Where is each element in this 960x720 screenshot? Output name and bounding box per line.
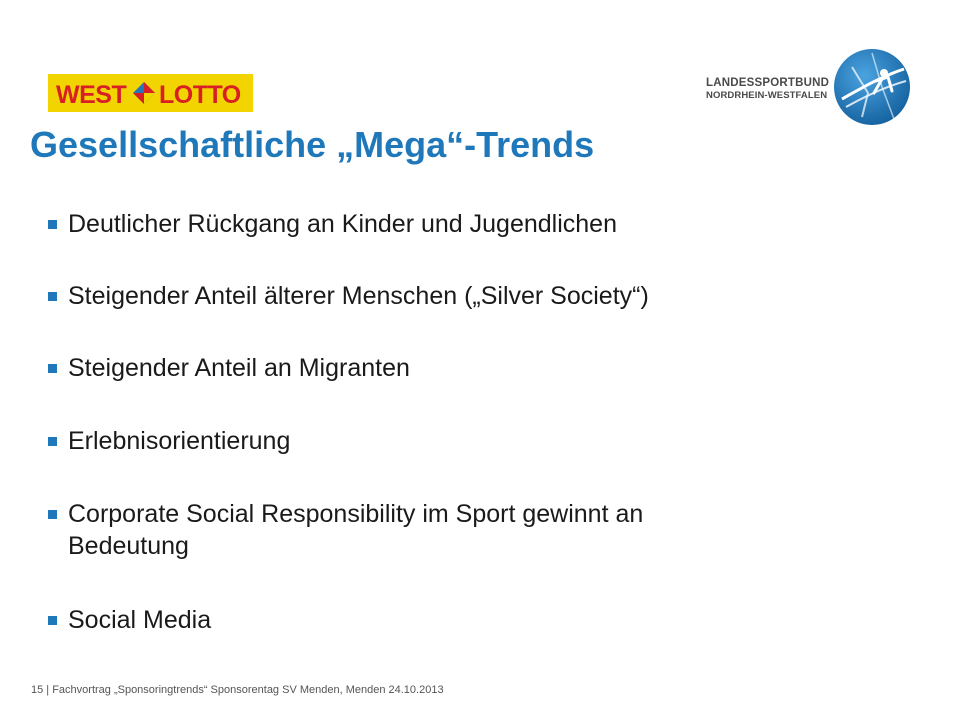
bullet-square-icon bbox=[48, 616, 57, 625]
bullet-text-continuation: Bedeutung bbox=[68, 532, 189, 560]
slide-footer: 15 | Fachvortrag „Sponsoringtrends“ Spon… bbox=[31, 684, 444, 696]
svg-text:WEST: WEST bbox=[56, 81, 126, 109]
bullet-square-icon bbox=[48, 220, 57, 229]
bullet-list: Deutlicher Rückgang an Kinder und Jugend… bbox=[46, 208, 896, 636]
lsb-logo-text: LANDESSPORTBUND NORDRHEIN-WESTFALEN bbox=[706, 77, 830, 101]
svg-text:LOTTO: LOTTO bbox=[159, 81, 241, 109]
westlotto-logo: WEST LOTTO bbox=[48, 74, 253, 112]
bullet-square-icon bbox=[48, 292, 57, 301]
bullet-item: Deutlicher Rückgang an Kinder und Jugend… bbox=[46, 208, 896, 240]
slide-title: Gesellschaftliche „Mega“-Trends bbox=[30, 124, 595, 165]
bullet-square-icon bbox=[48, 364, 57, 373]
bullet-text: Erlebnisorientierung bbox=[68, 427, 291, 455]
bullet-item: Corporate Social Responsibility im Sport… bbox=[46, 498, 896, 562]
bullet-item: Steigender Anteil an Migranten bbox=[46, 352, 896, 384]
bullet-square-icon bbox=[48, 510, 57, 519]
bullet-text: Corporate Social Responsibility im Sport… bbox=[68, 500, 644, 528]
lsb-name-line2: NORDRHEIN-WESTFALEN bbox=[706, 90, 828, 101]
lsb-name-line1: LANDESSPORTBUND bbox=[706, 77, 830, 89]
bullet-text: Steigender Anteil an Migranten bbox=[68, 354, 410, 382]
bullet-item: Erlebnisorientierung bbox=[46, 425, 896, 457]
bullet-text: Social Media bbox=[68, 606, 212, 634]
bullet-text: Deutlicher Rückgang an Kinder und Jugend… bbox=[68, 210, 617, 238]
bullet-item: Steigender Anteil älterer Menschen („Sil… bbox=[46, 280, 896, 312]
lsb-emblem-icon bbox=[834, 49, 910, 125]
bullet-square-icon bbox=[48, 437, 57, 446]
bullet-item: Social Media bbox=[46, 604, 896, 636]
bullet-text: Steigender Anteil älterer Menschen („Sil… bbox=[68, 282, 649, 310]
